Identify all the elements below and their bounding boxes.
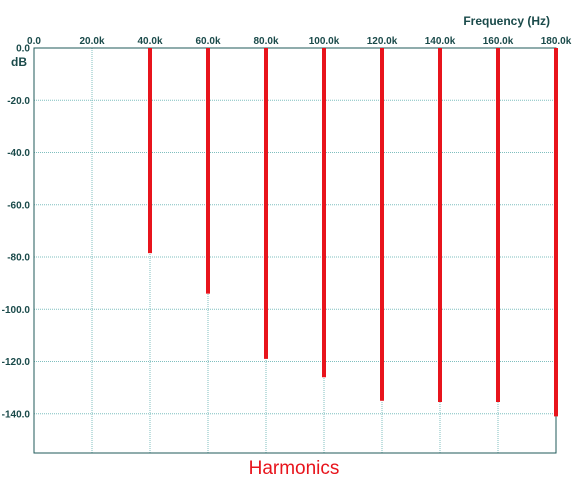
- x-tick-label: 60.0k: [195, 36, 220, 47]
- grid-lines: [34, 47, 556, 453]
- y-tick-label: 0.0: [16, 44, 30, 55]
- y-tick-label: -80.0: [7, 253, 30, 264]
- x-tick-label: 40.0k: [137, 36, 162, 47]
- x-tick-label: 100.0k: [309, 36, 340, 47]
- y-tick-labels: 0.0 -20.0 -40.0 -60.0 -80.0 -100.0 -120.0 -140.…: [2, 44, 31, 421]
- y-axis-title: dB: [11, 55, 27, 69]
- x-tick-label: 180.0k: [541, 36, 572, 47]
- plot-frame: [33, 47, 557, 454]
- y-tick-label: -140.0: [2, 409, 31, 420]
- x-tick-label: 140.0k: [425, 36, 456, 47]
- y-tick-label: -100.0: [2, 305, 31, 316]
- x-tick-label: 0.0: [27, 36, 41, 47]
- x-axis-title: Frequency (Hz): [463, 14, 550, 28]
- x-tick-label: 120.0k: [367, 36, 398, 47]
- chart-title: Harmonics: [249, 458, 340, 477]
- x-tick-labels: 0.0 20.0k 40.0k 60.0k 80.0k 100.0k 120.0k 140.0…: [27, 36, 572, 47]
- y-tick-label: -60.0: [7, 200, 30, 211]
- x-tick-label: 80.0k: [253, 36, 278, 47]
- y-tick-label: -20.0: [7, 96, 30, 107]
- x-tick-label: 20.0k: [79, 36, 104, 47]
- x-tick-label: 160.0k: [483, 36, 514, 47]
- harmonic-bars: [148, 48, 558, 417]
- y-tick-label: -120.0: [2, 357, 31, 368]
- y-tick-label: -40.0: [7, 148, 30, 159]
